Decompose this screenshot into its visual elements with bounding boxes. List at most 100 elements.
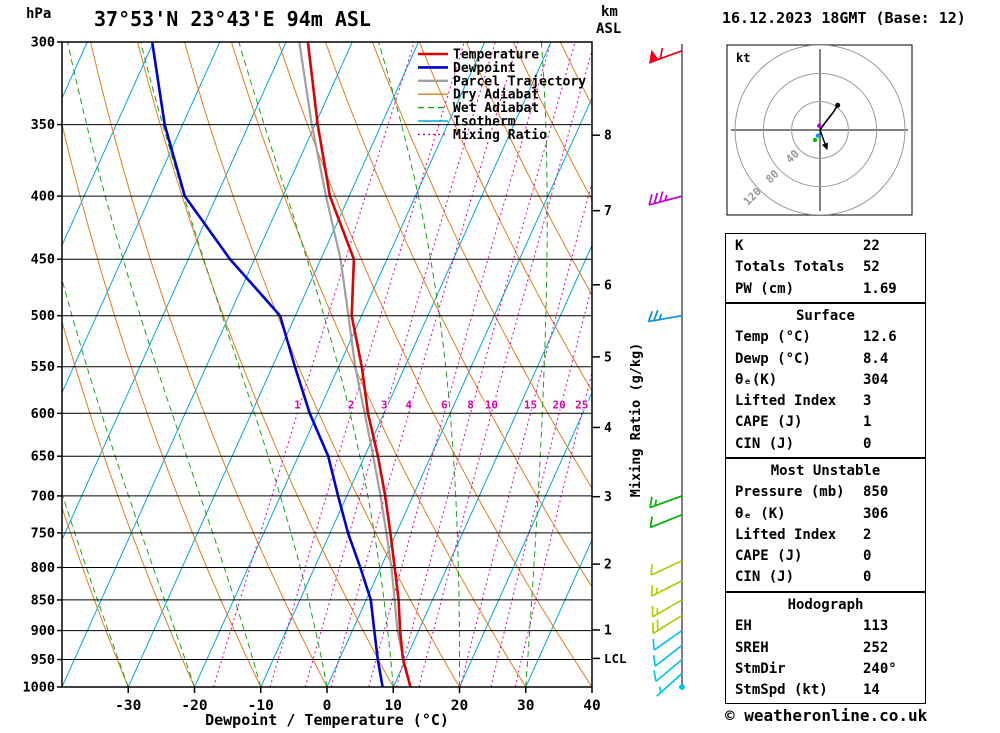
panel-row: CIN (J) 0 — [726, 567, 925, 588]
wind-barb — [652, 629, 683, 651]
svg-text:-10: -10 — [248, 698, 274, 714]
surface-wind-dot — [679, 684, 685, 690]
hodograph-ring — [734, 45, 906, 215]
panel-row-label: CAPE (J) — [735, 414, 803, 431]
svg-text:750: 750 — [31, 525, 55, 541]
panel-row-value: 12.6 — [863, 329, 897, 346]
dewpoint-curve — [150, 42, 384, 687]
panel-row-label: Totals Totals — [735, 259, 845, 276]
legend-label: Dewpoint — [453, 61, 516, 76]
panel-row-value: 0 — [863, 569, 872, 586]
panel-row: SREH 252 — [726, 638, 925, 659]
svg-text:6: 6 — [441, 398, 448, 411]
panel-row: EH 113 — [726, 616, 925, 637]
panel-row-value: 252 — [863, 639, 889, 656]
legend-label: Isotherm — [453, 115, 516, 130]
svg-text:300: 300 — [31, 35, 55, 51]
mixing-ratio-axis-title: Mixing Ratio (g/kg) — [628, 343, 644, 497]
wind-barb — [653, 658, 683, 683]
panel-section-title: Most Unstable — [770, 463, 881, 479]
wind-barb — [649, 495, 683, 509]
pressure-gridlines — [62, 124, 592, 660]
svg-text:450: 450 — [31, 252, 55, 268]
svg-text:20: 20 — [552, 398, 565, 411]
svg-text:7: 7 — [604, 204, 612, 219]
legend-label: Mixing Ratio — [453, 128, 547, 143]
svg-text:500: 500 — [31, 308, 55, 324]
wind-barb — [656, 672, 683, 697]
svg-text:30: 30 — [517, 698, 534, 714]
panel-row-value: 850 — [863, 484, 889, 501]
svg-text:1: 1 — [294, 398, 301, 411]
panel-row-value: 1 — [863, 414, 872, 431]
wind-barb-column — [647, 44, 685, 697]
wind-barb — [647, 309, 683, 323]
panel-row-value: 14 — [863, 682, 880, 699]
svg-text:0: 0 — [323, 698, 332, 714]
panel-row-label: StmSpd (kt) — [735, 682, 828, 699]
svg-text:6: 6 — [604, 278, 612, 293]
panel-row: Temp (°C) 12.6 — [726, 327, 925, 348]
panel-row-label: θₑ (K) — [735, 505, 786, 522]
x-axis-title: Dewpoint / Temperature (°C) — [205, 711, 449, 729]
wind-barb — [648, 47, 683, 64]
panel-row: Totals Totals 52 — [726, 257, 925, 278]
lcl-label: LCL — [604, 651, 627, 666]
panel-row: Lifted Index 2 — [726, 525, 925, 546]
svg-text:-20: -20 — [181, 698, 207, 714]
panel-row-label: EH — [735, 618, 752, 635]
panel-row-value: 304 — [863, 371, 889, 388]
hodograph-trace-end-dot — [835, 102, 841, 108]
wind-barb — [651, 614, 683, 635]
panel-row: Lifted Index 3 — [726, 391, 925, 412]
svg-text:1000: 1000 — [22, 680, 55, 696]
svg-text:2: 2 — [348, 398, 355, 411]
panel-box-surface: Surface Temp (°C) 12.6 Dewp (°C) 8.4 θₑ(K) 304… — [725, 303, 926, 458]
panel-row: Dewp (°C) 8.4 — [726, 349, 925, 370]
hodograph-trace — [819, 104, 839, 131]
wind-barb — [649, 513, 683, 529]
skewt-plot-area: 1 2 3 4 6 8 10 15 20 25 TemperatureDewpointParcel … — [61, 41, 593, 688]
km-axis-unit: km — [601, 4, 618, 20]
wind-barb — [651, 599, 683, 618]
svg-text:3: 3 — [381, 398, 388, 411]
hodograph-level-dot — [817, 123, 822, 128]
panel-row-value: 8.4 — [863, 350, 889, 367]
svg-text:4: 4 — [405, 398, 412, 411]
panel-row-value: 240° — [863, 660, 897, 677]
svg-text:10: 10 — [385, 698, 402, 714]
panel-box-indices: K 22 Totals Totals 52 PW (cm) 1.69 — [725, 233, 926, 303]
panel-row: CAPE (J) 1 — [726, 412, 925, 433]
hodograph-ring — [791, 101, 849, 159]
svg-text:-30: -30 — [115, 698, 141, 714]
panel-row-value: 22 — [863, 238, 880, 254]
panel-row: PW (cm) 1.69 — [726, 279, 925, 300]
panel-row: StmSpd (kt) 14 — [726, 680, 925, 701]
panel-row-label: CIN (J) — [735, 569, 795, 586]
panel-row: CAPE (J) 0 — [726, 546, 925, 567]
wind-barb — [648, 191, 683, 206]
km-asl-ticks: 8 7 6 5 4 3 2 1 LCL — [592, 129, 627, 666]
storm-motion-arrow — [819, 129, 827, 146]
pressure-axis-labels: 300 350 400 450 500 550 600 650 700 750 800 850 900 9… — [22, 35, 62, 696]
svg-text:2: 2 — [604, 558, 612, 573]
panel-row-value: 2 — [863, 526, 872, 543]
svg-text:900: 900 — [31, 623, 55, 639]
asl-axis-unit: ASL — [596, 21, 622, 37]
svg-text:600: 600 — [31, 406, 55, 422]
legend-label: Temperature — [453, 48, 539, 63]
legend-label: Parcel Trajectory — [453, 74, 586, 89]
svg-text:400: 400 — [31, 189, 55, 205]
svg-text:3: 3 — [604, 490, 612, 505]
panel-row-label: PW (cm) — [735, 280, 795, 297]
svg-text:950: 950 — [31, 652, 55, 668]
parcel-trajectory-curve — [298, 42, 412, 687]
legend-label: Wet Adiabat — [453, 101, 539, 116]
panel-row-label: Lifted Index — [735, 526, 837, 543]
svg-text:15: 15 — [524, 398, 537, 411]
panel-section-title: Hodograph — [787, 597, 864, 613]
panel-row-label: θₑ(K) — [735, 371, 778, 388]
panel-row-label: StmDir — [735, 660, 786, 677]
